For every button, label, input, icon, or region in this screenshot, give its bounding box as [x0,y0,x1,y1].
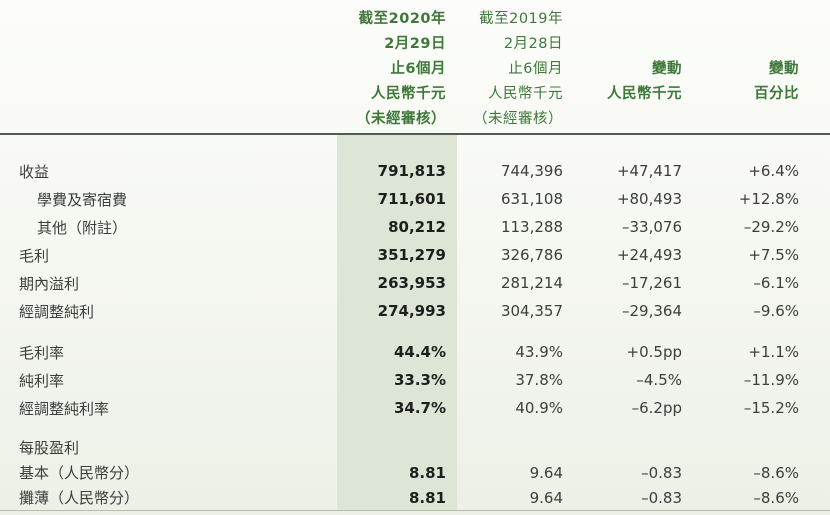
value-2020: 80,212 [388,218,446,236]
table-bottom-rule [0,510,830,511]
value-2019: 281,214 [500,274,563,292]
header-line: 截至2019年 [479,11,563,27]
row-label: 學費及寄宿費 [37,190,128,209]
change-amount: –33,076 [622,218,682,236]
change-percent: +7.5% [748,246,799,264]
value-2020: 791,813 [377,162,446,180]
change-amount: –6.2pp [631,399,682,417]
value-2020: 263,953 [377,274,446,292]
value-2019: 304,357 [500,302,563,320]
row-label: 其他（附註） [37,218,128,237]
header-line: 止6個月 [508,61,563,77]
change-percent: +12.8% [738,190,799,208]
row-label: 毛利率 [19,343,65,362]
header-line: 止6個月 [390,61,446,77]
table-row-adjusted-net-profit: 經調整純利 274,993 304,357 –29,364 –9.6% [0,297,830,325]
value-2019: 113,288 [500,218,563,236]
table-header: 截至2020年 2月29日 止6個月 人民幣千元 （未經審核） 截至2019年 … [0,0,830,135]
header-line: （未經審核） [473,111,563,127]
table-row-profit-for-period: 期內溢利 263,953 281,214 –17,261 –6.1% [0,269,830,297]
row-label: 基本（人民幣分） [19,464,140,482]
change-amount: –17,261 [622,274,682,292]
table-row-gross-margin: 毛利率 44.4% 43.9% +0.5pp +1.1% [0,338,830,366]
change-amount: +47,417 [616,162,682,180]
value-2020: 711,601 [377,190,446,208]
row-label: 經調整純利率 [19,399,110,418]
header-col-change-percent: 變動 百分比 [694,7,830,133]
row-label: 收益 [19,162,50,181]
change-amount: –0.83 [641,463,682,482]
section-gap [0,325,830,338]
header-line: 變動 [769,61,799,77]
change-amount: +0.5pp [626,343,682,361]
table-body: 收益 791,813 744,396 +47,417 +6.4% 學費及寄宿費 … [0,135,830,510]
table-row-others: 其他（附註） 80,212 113,288 –33,076 –29.2% [0,213,830,241]
row-label: 期內溢利 [19,274,80,293]
value-2020: 33.3% [393,371,446,389]
change-amount: –4.5% [636,371,682,389]
value-2019: 9.64 [529,463,563,482]
change-percent: –6.1% [753,274,799,292]
header-line: 截至2020年 [358,11,446,27]
header-col-2020: 截至2020年 2月29日 止6個月 人民幣千元 （未經審核） [337,7,457,133]
section-gap [0,422,830,435]
value-2020: 351,279 [377,246,446,264]
value-2019: 37.8% [515,371,563,389]
row-label: 經調整純利 [19,302,95,321]
header-line: （未經審核） [356,111,446,127]
value-2019: 43.9% [515,343,563,361]
table-row-revenue: 收益 791,813 744,396 +47,417 +6.4% [0,157,830,185]
table-row-gross-profit: 毛利 351,279 326,786 +24,493 +7.5% [0,241,830,269]
change-percent: –9.6% [753,302,799,320]
header-line: 人民幣千元 [371,86,446,102]
table-row-adjusted-net-margin: 經調整純利率 34.7% 40.9% –6.2pp –15.2% [0,394,830,422]
value-2019: 40.9% [515,399,563,417]
header-line: 百分比 [754,86,799,102]
change-percent: +6.4% [748,162,799,180]
row-label: 攤薄（人民幣分） [19,489,140,507]
section-label: 每股盈利 [19,439,80,457]
change-percent: +1.1% [748,343,799,361]
value-2019: 744,396 [500,162,563,180]
table-row-tuition-boarding: 學費及寄宿費 711,601 631,108 +80,493 +12.8% [0,185,830,213]
change-amount: +24,493 [616,246,682,264]
change-percent: –8.6% [753,488,799,507]
header-line: 變動 [652,61,682,77]
header-empty [0,7,337,133]
change-percent: –15.2% [743,399,799,417]
value-2020: 34.7% [393,399,446,417]
header-col-2019: 截至2019年 2月28日 止6個月 人民幣千元 （未經審核） [457,7,575,133]
value-2019: 9.64 [529,488,563,507]
highlight-band-2020 [337,135,457,510]
value-2020: 274,993 [377,302,446,320]
change-amount: +80,493 [616,190,682,208]
change-percent: –8.6% [753,463,799,482]
header-col-change-amount: 變動 人民幣千元 [575,7,694,133]
row-label: 毛利 [19,246,50,265]
table-row-eps-section: 每股盈利 [0,435,830,460]
value-2020: 44.4% [393,343,446,361]
change-amount: –29,364 [622,302,682,320]
change-percent: –11.9% [743,371,799,389]
change-percent: –29.2% [743,218,799,236]
table-row-eps-basic: 基本（人民幣分） 8.81 9.64 –0.83 –8.6% [0,460,830,485]
row-label: 純利率 [19,371,65,390]
header-line: 2月28日 [503,36,563,52]
change-amount: –0.83 [641,488,682,507]
value-2019: 631,108 [500,190,563,208]
value-2020: 8.81 [408,488,446,507]
header-line: 人民幣千元 [488,86,563,102]
value-2020: 8.81 [408,463,446,482]
header-line: 2月29日 [384,36,446,52]
table-row-eps-diluted: 攤薄（人民幣分） 8.81 9.64 –0.83 –8.6% [0,485,830,510]
value-2019: 326,786 [500,246,563,264]
table-row-net-margin: 純利率 33.3% 37.8% –4.5% –11.9% [0,366,830,394]
header-line: 人民幣千元 [607,86,682,102]
